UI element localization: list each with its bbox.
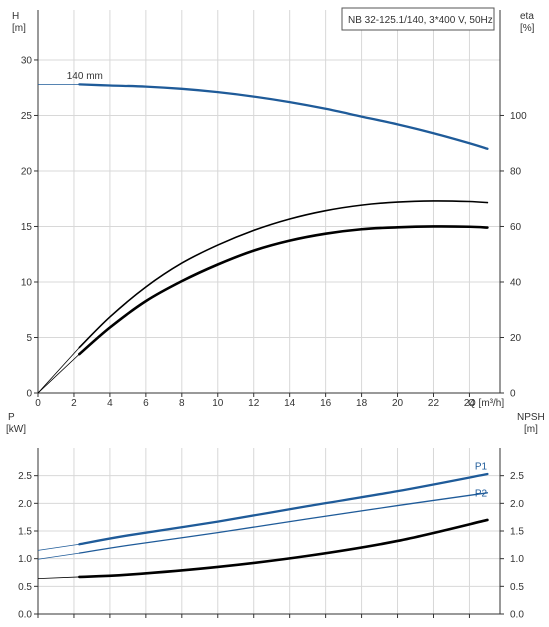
top-series-2-curve: [78, 225, 489, 356]
top-series-1-lead-line: [37, 347, 80, 394]
bottom-right-tick-label: 0.5: [510, 582, 524, 593]
bottom-left-tick-label: 0.5: [18, 582, 32, 593]
bottom-panel: 0.0 0.5 1.0 1.5 2.0 2.5 0.0 0.5 1.0 1.5 2.0 2.5 P […: [6, 412, 545, 621]
bottom-annotation-label: P1: [475, 462, 488, 473]
top-x-tick-label: 16: [320, 398, 332, 409]
top-annotation-label: 140 mm: [67, 71, 103, 82]
top-ylabel-left-line2: [m]: [12, 23, 26, 34]
bottom-ylabel-right-line1: NPSH: [517, 412, 545, 423]
top-x-tick-label: 4: [107, 398, 113, 409]
x-axis-label: Q [m³/h]: [468, 398, 504, 409]
top-series-0-curve: [78, 83, 489, 150]
bottom-left-tick-label: 2.5: [18, 471, 32, 482]
top-x-tick-label: 14: [284, 398, 296, 409]
top-left-tick-label: 25: [21, 111, 33, 122]
top-ylabel-right-line2: [%]: [520, 23, 535, 34]
top-left-tick-label: 5: [26, 333, 32, 344]
bottom-curves: [37, 472, 489, 579]
top-series-1-curve: [78, 200, 489, 349]
top-grid: [38, 10, 500, 393]
bottom-ylabel-left-line2: [kW]: [6, 424, 26, 435]
top-x-tick-label: 6: [143, 398, 149, 409]
bottom-right-tick-label: 0.0: [510, 610, 524, 621]
bottom-left-tick-label: 1.5: [18, 527, 32, 538]
top-left-tick-label: 20: [21, 166, 33, 177]
top-right-tick-label: 40: [510, 277, 522, 288]
top-right-tick-label: 0: [510, 389, 516, 400]
top-x-tick-label: 10: [212, 398, 224, 409]
top-x-tick-label: 12: [248, 398, 260, 409]
bottom-ylabel-right-line2: [m]: [524, 424, 538, 435]
bottom-series-0-lead-line: [37, 543, 80, 551]
top-right-tick-label: 80: [510, 166, 522, 177]
bottom-series-2-lead-line: [37, 576, 80, 579]
top-curves: [37, 83, 489, 394]
top-ylabel-right-line1: eta: [520, 11, 534, 22]
bottom-annotation-label: P2: [475, 489, 488, 500]
top-x-tick-label: 18: [356, 398, 368, 409]
top-left-tick-label: 0: [26, 389, 32, 400]
chart-title: NB 32-125.1/140, 3*400 V, 50Hz: [348, 15, 493, 26]
bottom-left-tick-label: 2.0: [18, 499, 32, 510]
bottom-grid: [38, 448, 500, 614]
top-annotations: 140 mm: [67, 71, 103, 82]
top-left-tick-label: 10: [21, 277, 33, 288]
top-x-tick-label: 22: [428, 398, 440, 409]
top-x-tick-label: 2: [71, 398, 77, 409]
top-series-2-lead-line: [37, 353, 80, 394]
top-ylabel-left-line1: H: [12, 11, 19, 22]
bottom-series-2-curve: [78, 518, 489, 579]
top-x-tick-label: 8: [179, 398, 185, 409]
top-title-box: NB 32-125.1/140, 3*400 V, 50Hz: [341, 7, 495, 31]
bottom-right-tick-label: 2.5: [510, 471, 524, 482]
bottom-right-tick-label: 1.0: [510, 554, 524, 565]
top-x-tick-label: 24: [464, 398, 476, 409]
bottom-series-1-curve: [78, 492, 489, 554]
bottom-right-tick-label: 2.0: [510, 499, 524, 510]
title-frame: [341, 7, 495, 31]
top-x-tick-label: 0: [35, 398, 41, 409]
bottom-ylabel-left-line1: P: [8, 412, 15, 423]
bottom-annotations: P1 P2: [475, 462, 488, 500]
top-right-tick-label: 100: [510, 111, 527, 122]
top-right-tick-label: 60: [510, 222, 522, 233]
top-left-tick-label: 30: [21, 55, 33, 66]
top-right-tick-label: 20: [510, 333, 522, 344]
top-left-tick-label: 15: [21, 222, 33, 233]
bottom-axes: 0.0 0.5 1.0 1.5 2.0 2.5 0.0 0.5 1.0 1.5 2.0 2.5: [18, 448, 524, 621]
bottom-left-tick-label: 0.0: [18, 610, 32, 621]
bottom-left-tick-label: 1.0: [18, 554, 32, 565]
bottom-series-1-lead-line: [37, 552, 80, 560]
bottom-right-tick-label: 1.5: [510, 527, 524, 538]
top-x-tick-label: 20: [392, 398, 404, 409]
bottom-series-0-curve: [78, 472, 489, 546]
